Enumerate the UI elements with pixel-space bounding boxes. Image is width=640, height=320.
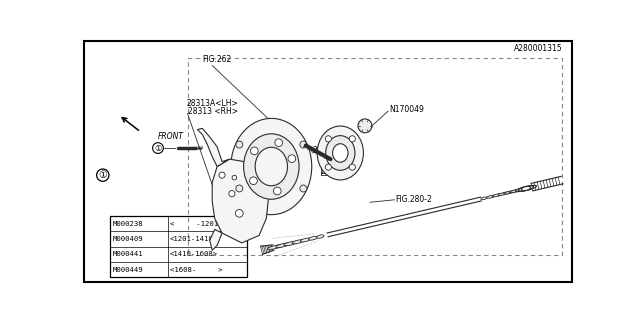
Ellipse shape (308, 236, 317, 240)
Circle shape (325, 164, 332, 170)
Circle shape (275, 139, 282, 147)
Circle shape (300, 185, 307, 192)
Text: FIG.280-2: FIG.280-2 (395, 195, 432, 204)
Text: A280001315: A280001315 (513, 44, 562, 53)
Ellipse shape (486, 195, 495, 198)
Polygon shape (210, 229, 222, 250)
Text: <1410-1608>: <1410-1608> (170, 251, 218, 257)
Ellipse shape (231, 118, 312, 215)
Ellipse shape (515, 185, 536, 192)
Ellipse shape (498, 191, 512, 196)
Ellipse shape (333, 144, 348, 162)
Circle shape (152, 143, 163, 153)
Text: ①: ① (99, 170, 107, 180)
Circle shape (219, 172, 225, 178)
Text: M000409: M000409 (113, 236, 143, 242)
Ellipse shape (300, 238, 311, 242)
Circle shape (250, 177, 257, 185)
Ellipse shape (518, 186, 534, 191)
Ellipse shape (492, 193, 504, 197)
Ellipse shape (522, 186, 531, 191)
Circle shape (250, 147, 258, 155)
Text: M000441: M000441 (113, 251, 143, 257)
Circle shape (349, 136, 355, 142)
Ellipse shape (268, 244, 285, 249)
Text: N170049: N170049 (390, 105, 424, 114)
Ellipse shape (284, 241, 298, 246)
Text: M000449: M000449 (113, 267, 143, 273)
Polygon shape (197, 128, 230, 166)
Circle shape (349, 164, 355, 170)
Polygon shape (212, 159, 269, 243)
Text: <1608-     >: <1608- > (170, 267, 223, 273)
Ellipse shape (481, 197, 487, 200)
Text: FRONT: FRONT (158, 132, 184, 141)
Text: ①: ① (154, 144, 162, 153)
Circle shape (300, 141, 307, 148)
Ellipse shape (509, 188, 529, 193)
Text: M000238: M000238 (113, 220, 143, 227)
Circle shape (236, 185, 243, 192)
Ellipse shape (504, 189, 520, 194)
Ellipse shape (244, 134, 299, 199)
Circle shape (97, 169, 109, 181)
Text: FIG.262: FIG.262 (202, 55, 232, 64)
Circle shape (325, 136, 332, 142)
Circle shape (236, 141, 243, 148)
Circle shape (236, 210, 243, 217)
Circle shape (288, 155, 296, 163)
Ellipse shape (326, 136, 355, 170)
Text: 28365: 28365 (312, 146, 337, 155)
Ellipse shape (317, 126, 364, 180)
Text: 28362: 28362 (321, 167, 344, 176)
Circle shape (229, 190, 235, 197)
Bar (110, 216, 246, 277)
Text: <     -1201>: < -1201> (170, 220, 223, 227)
Ellipse shape (292, 240, 305, 244)
Circle shape (273, 187, 281, 195)
Text: <1201-1410>: <1201-1410> (170, 236, 218, 242)
Ellipse shape (276, 243, 292, 247)
Ellipse shape (255, 147, 287, 186)
Ellipse shape (358, 119, 372, 133)
Text: 28313A<LH>: 28313A<LH> (186, 99, 238, 108)
Circle shape (232, 175, 237, 180)
Text: 28313 <RH>: 28313 <RH> (188, 107, 237, 116)
Ellipse shape (317, 235, 324, 238)
